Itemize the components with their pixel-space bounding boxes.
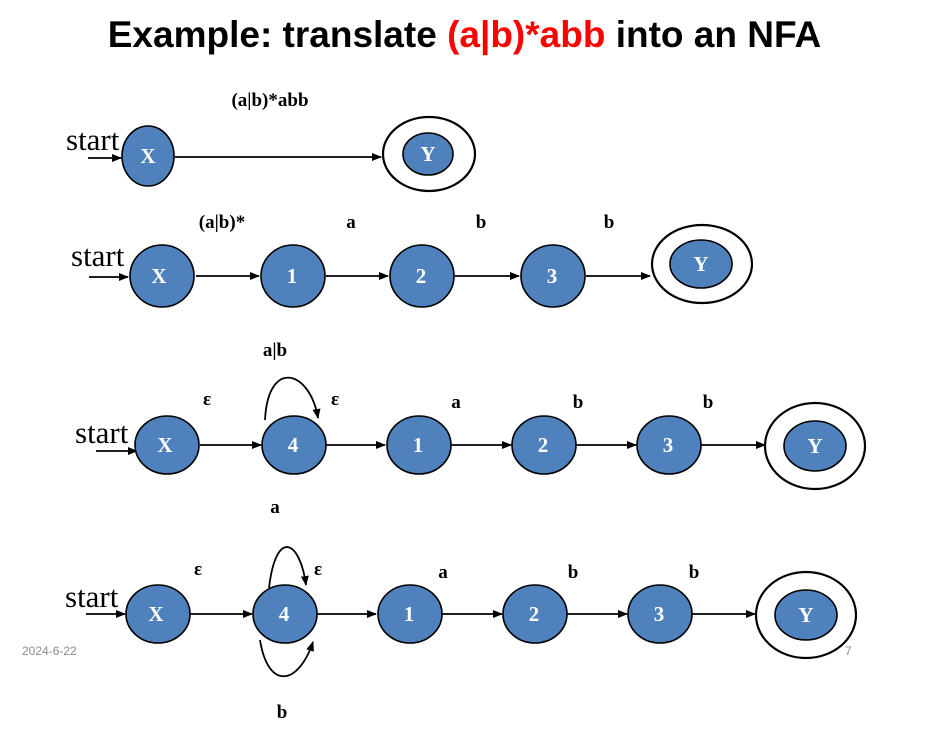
state-label: Y — [420, 142, 435, 166]
state-3 — [636, 415, 702, 475]
transition-label: b — [568, 562, 579, 583]
transition-label: a|b — [263, 340, 287, 361]
state-label: 1 — [413, 433, 424, 457]
slide-title: Example: translate (a|b)*abb into an NFA — [0, 14, 929, 56]
transition-label: a — [270, 497, 280, 518]
state-label: 3 — [654, 602, 665, 626]
state-label: Y — [798, 603, 813, 627]
start-label: start — [71, 238, 125, 273]
self-loop-4 — [264, 376, 321, 421]
state-3 — [520, 244, 586, 308]
state-x — [125, 584, 191, 644]
state-label: 3 — [547, 264, 558, 288]
state-1 — [260, 244, 326, 308]
self-loop-4-b — [259, 639, 314, 678]
state-1 — [386, 415, 452, 475]
transition-label: b — [689, 562, 700, 583]
transition-label: b — [703, 392, 714, 413]
footer-page-number: 7 — [845, 644, 852, 658]
state-2 — [389, 244, 455, 308]
state-label: 3 — [663, 433, 674, 457]
state-label: 1 — [287, 264, 298, 288]
start-label: start — [66, 122, 120, 157]
transition-label: a — [438, 562, 448, 583]
start-label: start — [65, 579, 119, 614]
transition-label: a — [451, 392, 461, 413]
transition-label: ε — [203, 389, 211, 410]
state-y — [783, 420, 847, 472]
state-2 — [511, 415, 577, 475]
state-x — [134, 415, 200, 475]
transition-label: (a|b)*abb — [231, 90, 308, 111]
state-label: X — [148, 602, 163, 626]
state-4 — [252, 584, 318, 644]
self-loop-4-a — [268, 546, 309, 589]
transition-label: b — [476, 212, 487, 233]
state-label: X — [151, 264, 166, 288]
transition-label: ε — [314, 559, 322, 580]
state-label: Y — [807, 434, 822, 458]
transition-label: a — [346, 212, 356, 233]
state-label: 2 — [538, 433, 549, 457]
state-label: 1 — [404, 602, 415, 626]
state-label: 2 — [529, 602, 540, 626]
state-2 — [502, 584, 568, 644]
title-suffix: into an NFA — [605, 14, 822, 55]
transition-label: ε — [194, 559, 202, 580]
state-label: 4 — [288, 433, 299, 457]
transition-label: b — [573, 392, 584, 413]
state-label: 2 — [416, 264, 427, 288]
state-y — [402, 132, 454, 176]
state-x — [129, 244, 195, 308]
state-x — [121, 125, 175, 187]
nfa-diagram-2: start (a|b)* a b b X 1 2 3 Y — [71, 212, 754, 308]
state-label: X — [140, 144, 155, 168]
state-label: X — [157, 433, 172, 457]
transition-label: b — [604, 212, 615, 233]
state-y — [774, 589, 838, 641]
transition-label: ε — [331, 389, 339, 410]
state-1 — [377, 584, 443, 644]
nfa-diagram-3: start a|b ε ε a b b X 4 1 2 3 — [75, 340, 867, 518]
state-label: 4 — [279, 602, 290, 626]
footer-date: 2024-6-22 — [22, 644, 77, 658]
title-prefix: Example: translate — [107, 14, 448, 55]
transition-label: (a|b)* — [199, 212, 245, 233]
state-3 — [627, 584, 693, 644]
title-regex: (a|b)*abb — [447, 14, 606, 55]
state-label: Y — [693, 252, 708, 276]
nfa-diagram-4: start ε ε a b b b X 4 1 2 3 — [65, 546, 858, 723]
state-y — [669, 239, 733, 289]
start-label: start — [75, 415, 129, 450]
nfa-diagram-1: start (a|b)*abb X Y — [66, 90, 477, 193]
state-4 — [261, 415, 327, 475]
transition-label: b — [277, 702, 288, 723]
